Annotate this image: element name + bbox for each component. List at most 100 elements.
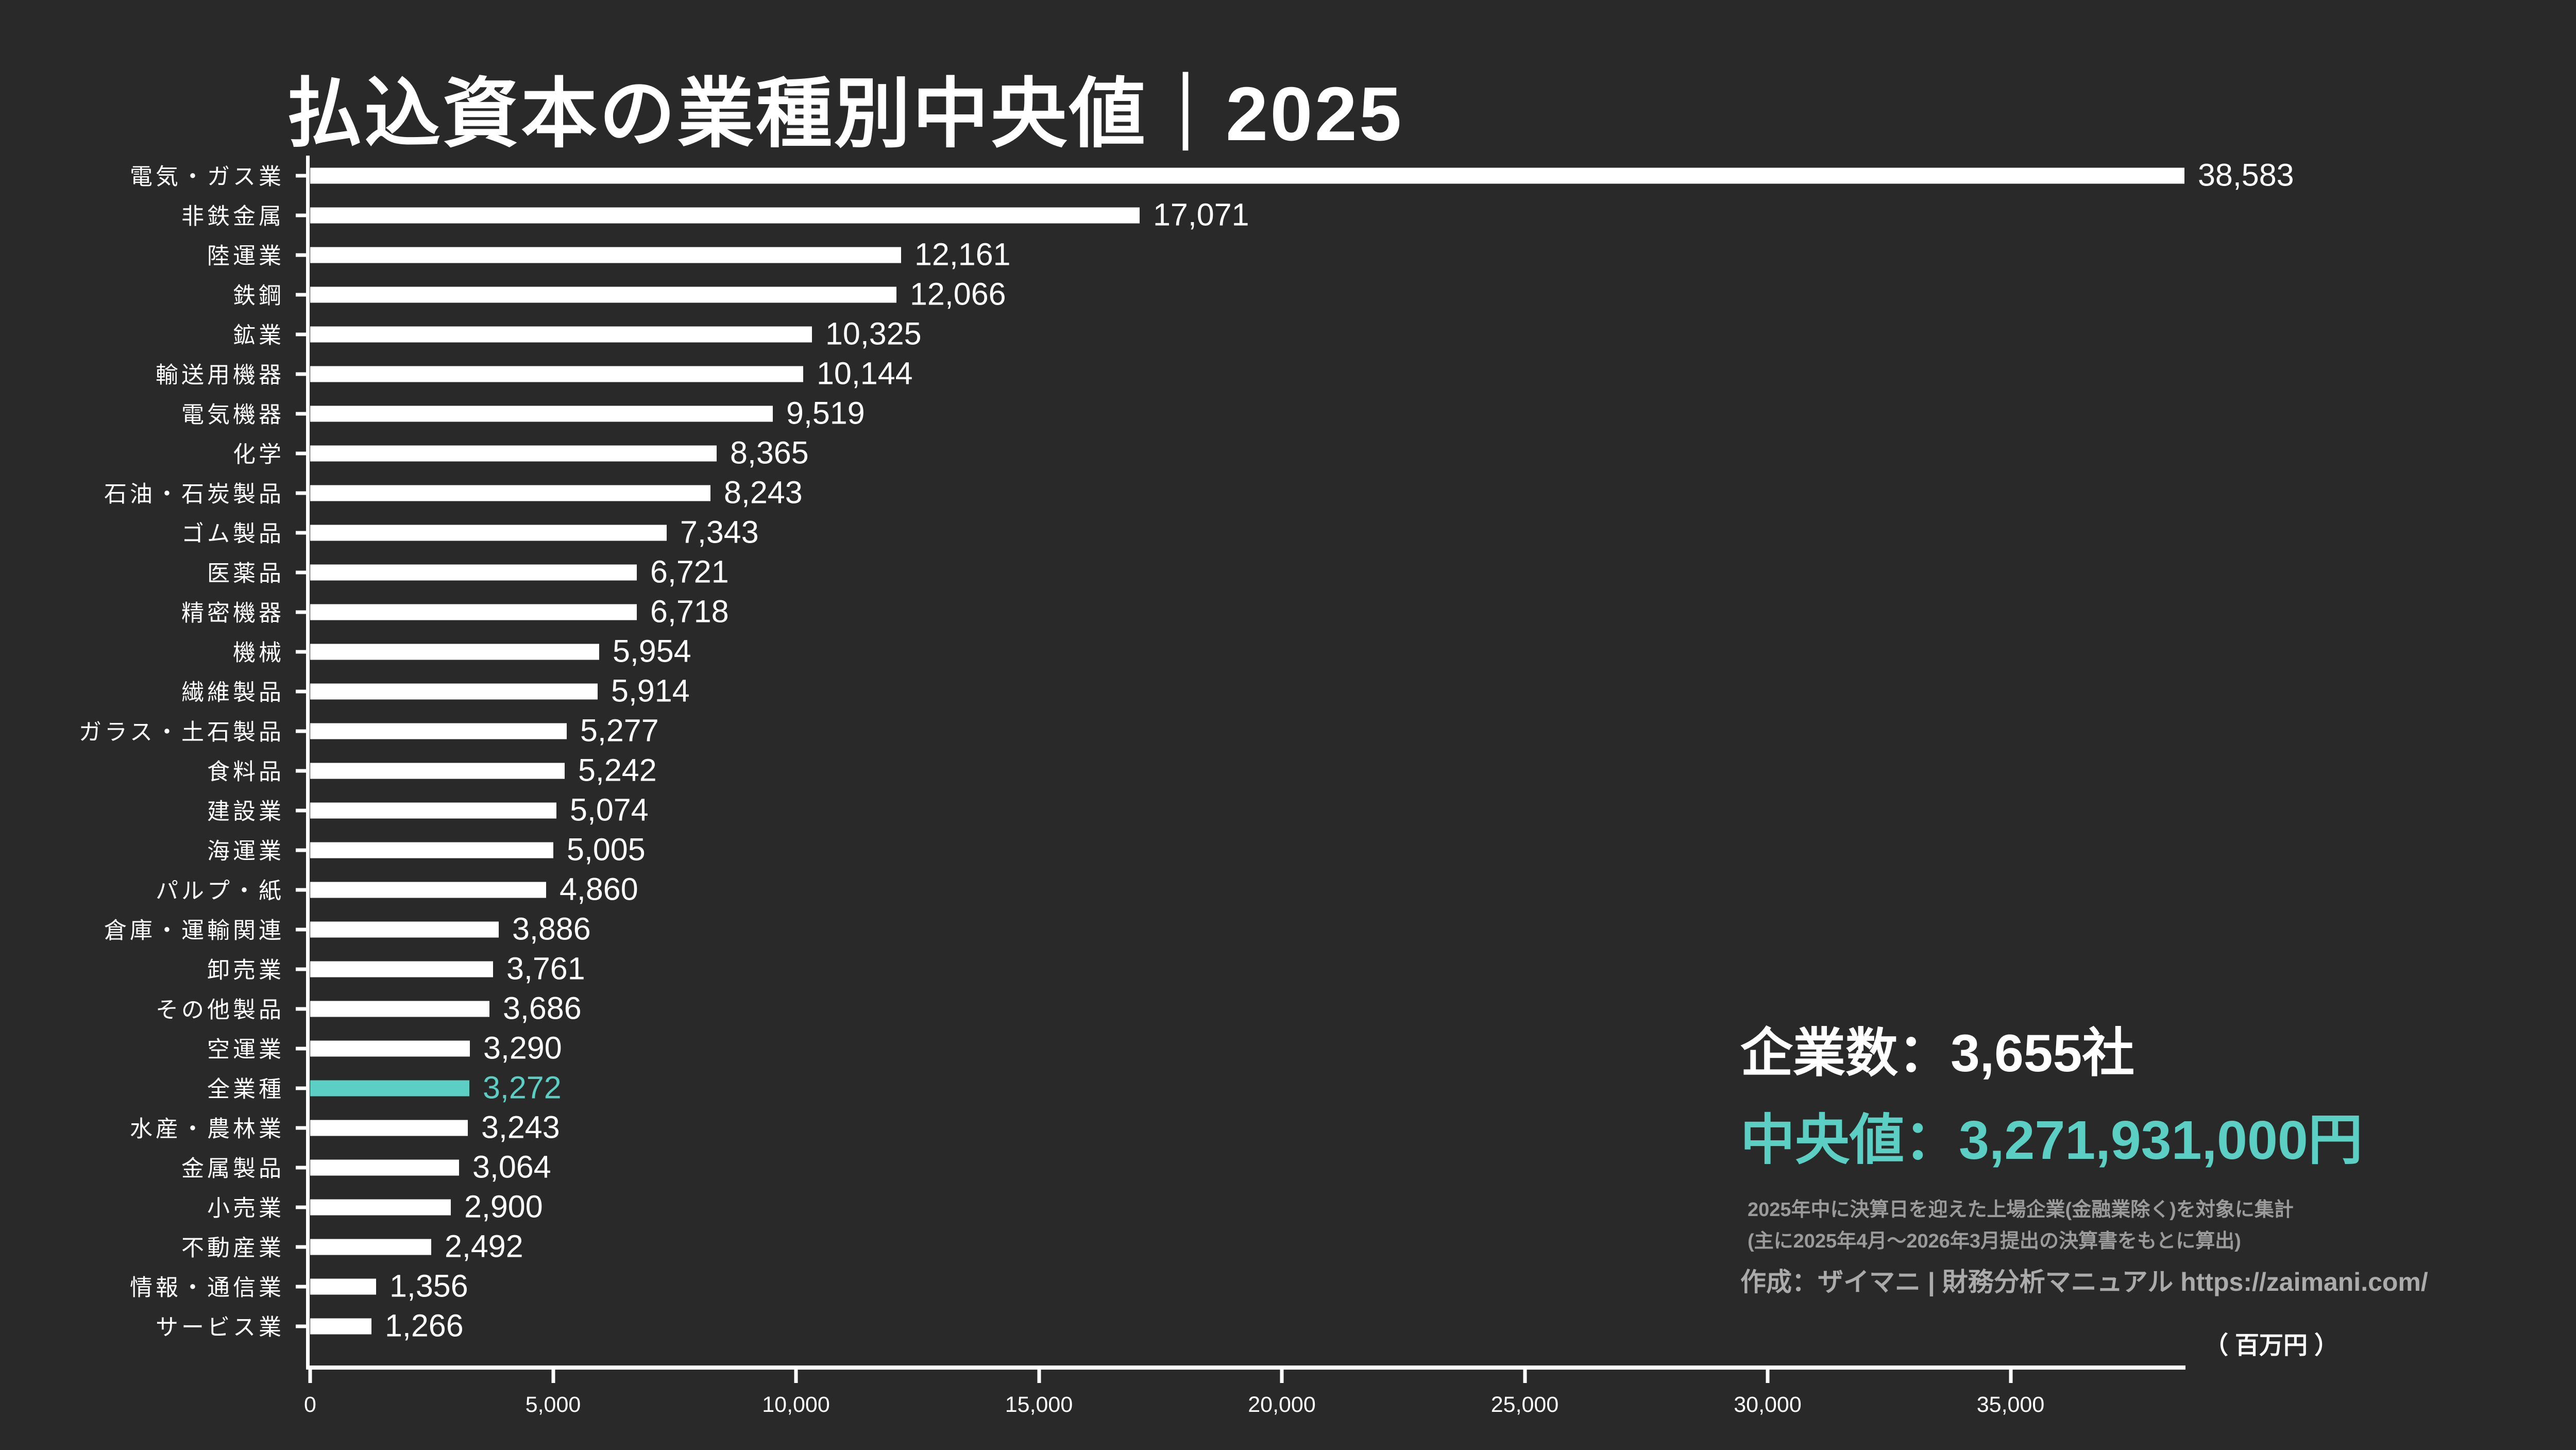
x-axis-tick [794,1369,798,1383]
category-label: 機械 [233,639,284,665]
y-axis-tick [296,174,306,177]
y-axis-tick [296,1285,306,1288]
category-label: 水産・農林業 [130,1116,284,1141]
category-label: 石油・石炭製品 [104,481,284,507]
methodology-note: 2025年中に決算日を迎えた上場企業(金融業除く)を対象に集計 (主に2025年… [1748,1194,2294,1257]
y-axis-tick [296,1007,306,1010]
chart-row: 建設業 5,074 [0,790,2576,831]
chart-row: 全業種 3,272 [0,1068,2576,1108]
category-label: 倉庫・運輸関連 [104,917,284,943]
bar [310,406,773,421]
value-label: 8,365 [730,435,809,470]
y-axis-tick [296,1205,306,1209]
x-axis-tick [1523,1369,1527,1383]
chart-row: 輸送用機器 10,144 [0,354,2576,394]
bar [310,763,565,779]
value-label: 10,144 [817,356,913,391]
chart-row: 空運業 3,290 [0,1029,2576,1069]
category-label: 陸運業 [207,243,284,268]
value-label: 5,242 [578,752,657,788]
value-label: 38,583 [2198,157,2294,193]
bar [310,604,637,620]
chart-row: 水産・農林業 3,243 [0,1108,2576,1148]
y-axis-tick [296,332,306,336]
y-axis-tick [296,451,306,455]
y-axis-tick [296,213,306,217]
bar [310,1040,470,1056]
bar [310,445,717,461]
category-label: 食料品 [207,758,284,784]
category-label: 海運業 [207,838,284,864]
bar-highlighted [310,1080,469,1096]
category-label: ゴム製品 [181,520,284,546]
y-axis-tick [296,253,306,257]
chart-row: ガラス・土石製品 5,277 [0,711,2576,751]
bar [310,842,553,858]
x-axis-tick-label: 5,000 [525,1392,581,1417]
x-axis-tick [308,1369,312,1383]
value-label: 7,343 [680,514,759,550]
value-label: 5,914 [611,673,690,709]
bar [310,1318,371,1334]
y-axis-tick [296,650,306,653]
bar [310,723,567,739]
category-label: 非鉄金属 [181,203,284,229]
value-label: 8,243 [724,475,803,510]
y-axis-line [306,156,310,1369]
chart-row: 医薬品 6,721 [0,552,2576,593]
category-label: 卸売業 [207,957,284,983]
x-axis-tick [2009,1369,2012,1383]
y-axis-tick [296,372,306,376]
bar [310,485,710,501]
bar [310,366,803,382]
category-label: 医薬品 [207,560,284,586]
x-axis-tick-label: 15,000 [1005,1392,1073,1417]
chart-row: 鉱業 10,325 [0,314,2576,355]
value-label: 1,356 [389,1268,468,1304]
category-label: 精密機器 [181,600,284,626]
y-axis-tick [296,888,306,891]
chart-row: 不動産業 2,492 [0,1227,2576,1267]
value-label: 2,492 [445,1228,523,1264]
value-label: 3,064 [472,1149,551,1185]
x-axis-tick-label: 25,000 [1490,1392,1559,1417]
chart-row: サービス業 1,266 [0,1306,2576,1346]
value-label: 17,071 [1153,197,1249,232]
category-label: 空運業 [207,1036,284,1062]
bar [310,921,499,937]
chart-row: 情報・通信業 1,356 [0,1267,2576,1307]
value-label: 3,886 [512,911,591,947]
bar [310,961,493,977]
value-label: 5,277 [580,713,659,748]
y-axis-tick [296,967,306,971]
value-label: 5,074 [570,792,649,828]
value-label: 2,900 [464,1189,543,1224]
bar [310,802,556,818]
chart-row: 倉庫・運輸関連 3,886 [0,909,2576,950]
value-label: 12,161 [914,237,1011,272]
bar [310,326,812,342]
chart-row: 繊維製品 5,914 [0,671,2576,712]
chart-row: 陸運業 12,161 [0,235,2576,275]
x-axis-tick-label: 10,000 [762,1392,830,1417]
bar [310,1159,459,1175]
y-axis-tick [296,1086,306,1090]
category-label: 鉄鋼 [233,282,284,308]
value-label: 3,761 [506,951,585,986]
category-label: 建設業 [207,798,284,824]
chart-row: 金属製品 3,064 [0,1148,2576,1188]
chart-row: ゴム製品 7,343 [0,513,2576,553]
x-axis-line [306,1365,2185,1370]
y-axis-tick [296,1324,306,1328]
category-label: 電気・ガス業 [130,163,284,189]
chart-row: 食料品 5,242 [0,751,2576,791]
category-label: 電気機器 [181,401,284,427]
page-title: 払込資本の業種別中央値｜2025 [286,72,1404,157]
x-axis-tick-label: 30,000 [1734,1392,1802,1417]
chart-row: 海運業 5,005 [0,830,2576,870]
chart-row: 非鉄金属 17,071 [0,195,2576,235]
methodology-note-line1: 2025年中に決算日を迎えた上場企業(金融業除く)を対象に集計 [1748,1199,2294,1221]
bar [310,564,637,580]
